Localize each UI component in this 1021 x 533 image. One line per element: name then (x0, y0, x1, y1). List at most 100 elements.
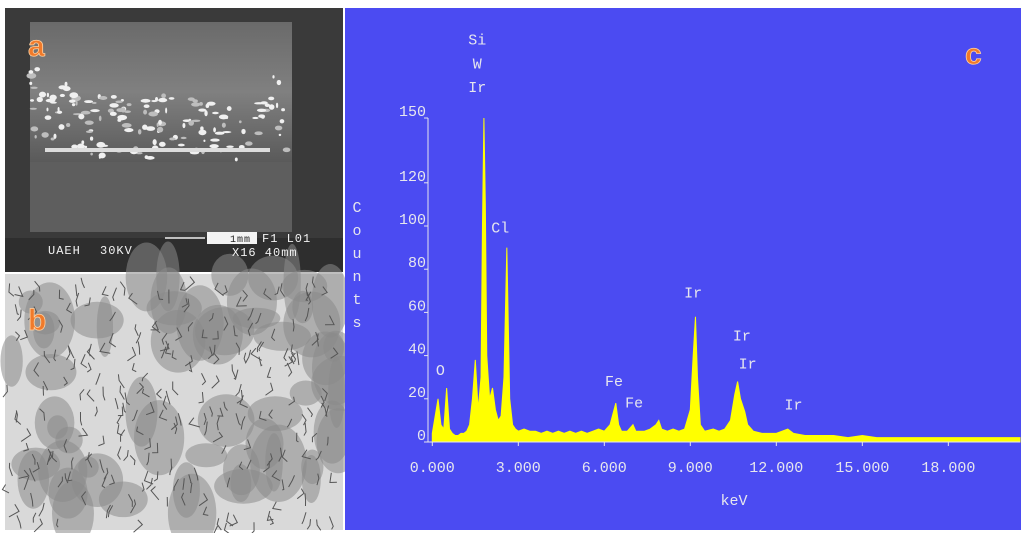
speckle (69, 92, 78, 98)
speckle (191, 102, 200, 106)
speckle (99, 153, 106, 159)
speckle (144, 104, 150, 108)
speckle (272, 75, 274, 78)
speckle (241, 129, 245, 134)
x-tick-label: 9.000 (668, 460, 713, 477)
sem-info: UAEH (48, 244, 81, 258)
speckle (198, 109, 206, 112)
speckle (30, 108, 37, 110)
speckle (60, 94, 65, 97)
speckle (181, 137, 187, 139)
dark-patch (230, 464, 251, 502)
speckle (245, 141, 252, 145)
dark-patch (134, 400, 184, 475)
speckle (153, 139, 157, 145)
x-tick-label: 18.000 (921, 460, 975, 477)
speckle (66, 123, 70, 127)
y-tick-label: 0 (417, 428, 426, 445)
speckle (45, 115, 52, 120)
speckle (86, 131, 93, 133)
speckle (78, 114, 84, 120)
speckle (146, 126, 155, 131)
dark-patch (211, 254, 248, 296)
speckle (39, 92, 46, 98)
panel-label: c (965, 38, 982, 71)
speckle (192, 99, 198, 103)
speckle (268, 97, 274, 101)
x-axis-label: keV (720, 493, 747, 510)
speckle (209, 144, 218, 148)
peak-label: Ir (785, 398, 803, 415)
speckle (96, 142, 105, 148)
spectrum-background (345, 8, 1021, 530)
speckle (203, 140, 205, 143)
peak-label: Ir (739, 357, 757, 374)
speckle (277, 80, 282, 85)
figure: a b c UAEH 30KV 1mm F1 L01 X16 40mm keV … (0, 0, 1021, 533)
peak-label: Ir (468, 80, 486, 97)
speckle (65, 82, 68, 87)
speckle (200, 126, 203, 131)
speckle (116, 108, 124, 112)
speckle (53, 134, 56, 139)
speckle (275, 126, 282, 131)
dark-patch (55, 427, 82, 454)
speckle (279, 134, 282, 136)
speckle (99, 116, 102, 122)
y-axis-label: Counts (349, 200, 366, 338)
speckle (84, 100, 93, 103)
peak-label: O (436, 363, 445, 380)
speckle (159, 142, 166, 147)
speckle (46, 108, 48, 112)
speckle (252, 117, 258, 119)
speckle (99, 96, 107, 100)
speckle (41, 132, 48, 138)
speckle (50, 102, 57, 104)
peak-label: Si (468, 33, 486, 50)
panel-label: b (28, 304, 46, 337)
speckle (31, 126, 39, 131)
peak-label: Ir (684, 285, 702, 302)
dark-patch (302, 332, 349, 386)
speckle (37, 97, 43, 102)
dark-patch (198, 394, 255, 447)
dark-patch (18, 451, 50, 509)
speckle (57, 111, 62, 114)
speckle (280, 119, 285, 123)
speckle (122, 123, 132, 128)
speckle (157, 127, 163, 133)
x-tick-label: 3.000 (496, 460, 541, 477)
speckle (161, 93, 166, 98)
speckle (239, 120, 242, 123)
speckle (84, 146, 87, 148)
speckle (213, 127, 216, 132)
speckle (254, 131, 262, 135)
y-tick-label: 20 (408, 385, 426, 402)
sem-info: F1 L01 (262, 232, 311, 246)
sem-info: 30KV (100, 244, 133, 258)
speckle (111, 95, 117, 99)
panel-label: a (28, 30, 45, 63)
peak-label: Cl (491, 220, 509, 237)
speckle (124, 110, 131, 113)
speckle (165, 108, 167, 114)
speckle (30, 99, 34, 102)
speckle (90, 153, 93, 156)
speckle (169, 137, 175, 140)
x-tick-label: 0.000 (410, 460, 455, 477)
y-tick-label: 150 (399, 104, 426, 121)
x-tick-label: 12.000 (749, 460, 803, 477)
speckle (34, 67, 40, 71)
speckle (210, 138, 220, 141)
dark-patch (248, 256, 298, 301)
speckle (124, 128, 133, 132)
speckle (59, 124, 65, 130)
peak-label: W (473, 56, 482, 73)
speckle (283, 147, 291, 152)
dark-patch (0, 335, 22, 386)
speckle (35, 135, 37, 139)
y-tick-label: 80 (408, 255, 426, 272)
speckle (141, 99, 151, 103)
speckle (29, 82, 32, 85)
dark-patch (185, 443, 227, 467)
